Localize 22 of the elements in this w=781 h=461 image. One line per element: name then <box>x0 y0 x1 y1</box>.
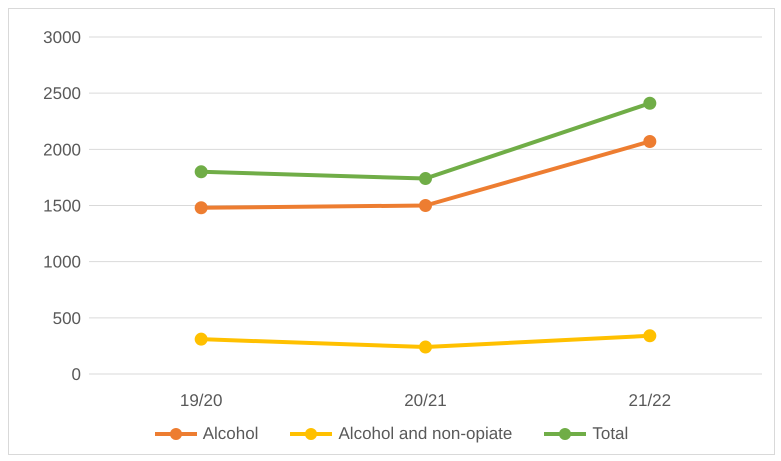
point <box>419 199 432 212</box>
point <box>643 329 656 342</box>
y-tick-label: 2000 <box>43 140 81 160</box>
legend-label: Total <box>591 424 628 444</box>
y-tick-label: 3000 <box>43 28 81 48</box>
y-tick-label: 500 <box>52 308 81 328</box>
point <box>643 96 656 110</box>
point <box>419 340 432 354</box>
point <box>194 332 208 346</box>
x-tick-label: 20/21 <box>404 391 447 410</box>
y-tick-label: 1000 <box>43 252 81 272</box>
x-tick-label: 21/22 <box>628 391 672 410</box>
y-tick-label: 1500 <box>43 196 81 216</box>
y-tick-label: 2500 <box>43 84 81 104</box>
point <box>419 172 432 186</box>
y-tick-label: 0 <box>72 365 81 384</box>
x-tick-label: 19/20 <box>180 391 222 410</box>
point <box>194 165 208 178</box>
legend-label: Alcohol and non-opiate <box>337 424 512 444</box>
legend-label: Alcohol <box>202 424 258 444</box>
point <box>194 201 208 214</box>
point <box>643 134 656 148</box>
